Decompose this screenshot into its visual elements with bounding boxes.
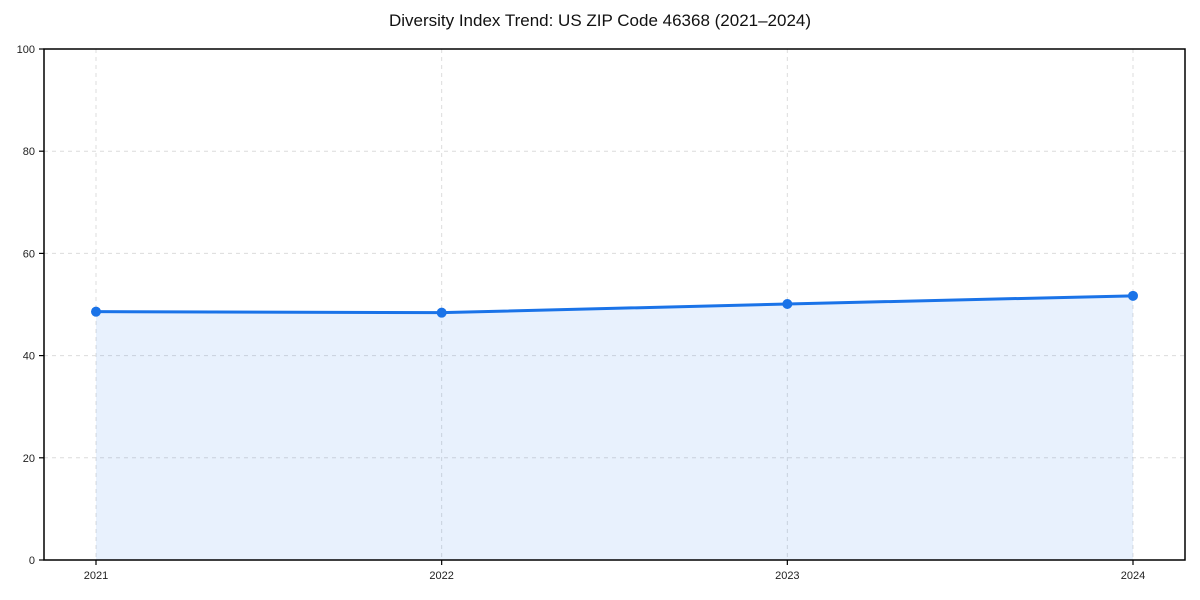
x-tick-label: 2022	[429, 570, 453, 582]
area-fill	[96, 295, 1133, 560]
y-tick-label: 60	[23, 248, 35, 260]
axes-spines	[43, 48, 1186, 561]
trend-line	[94, 294, 1135, 315]
data-point-marker	[782, 298, 793, 309]
y-tick-label: 80	[23, 146, 35, 158]
data-point-marker	[436, 307, 447, 318]
x-tick-label: 2021	[84, 570, 108, 582]
data-point-marker	[91, 306, 101, 317]
chart-title: Diversity Index Trend: US ZIP Code 46368…	[389, 11, 811, 30]
y-tick-label: 0	[29, 555, 35, 567]
y-tick-label: 40	[23, 351, 35, 363]
y-tick-label: 20	[23, 453, 35, 465]
data-point-marker	[1128, 290, 1138, 301]
plot-area: 0 20 40 60 80 100 2021 2022 2023 2024	[17, 44, 1186, 582]
y-tick-label: 100	[17, 44, 35, 56]
x-tick-label: 2024	[1121, 570, 1145, 582]
x-tick-label: 2023	[775, 570, 799, 582]
